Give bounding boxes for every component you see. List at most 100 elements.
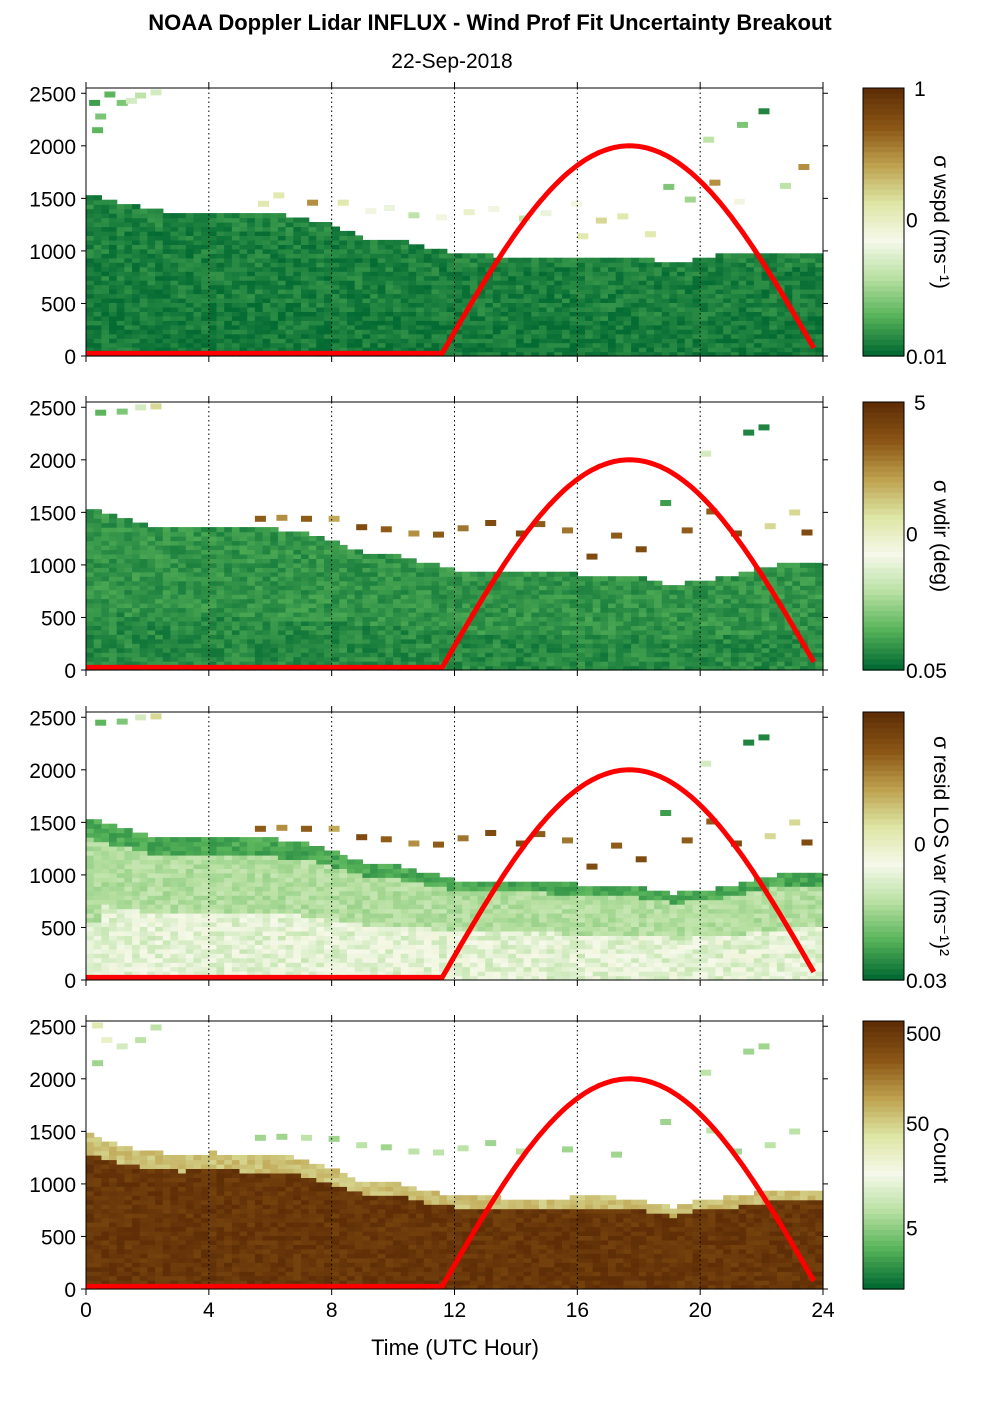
heatmap-cell [661, 280, 671, 286]
heatmap-cell [577, 266, 586, 272]
heatmap-cell [761, 311, 770, 317]
heatmap-cell [339, 576, 348, 582]
heatmap-cell [86, 589, 95, 595]
heatmap-cell [508, 638, 517, 644]
heatmap-cell [692, 594, 701, 600]
heatmap-cell [147, 661, 156, 667]
heatmap-cell [224, 625, 233, 631]
heatmap-cell [109, 235, 118, 241]
heatmap-cell [124, 338, 133, 344]
heatmap-cell [254, 262, 264, 268]
heatmap-cell [193, 230, 202, 236]
heatmap-cell [147, 598, 156, 604]
y-tick-label: 1000 [29, 241, 76, 264]
heatmap-cell [753, 607, 763, 613]
heatmap-cell [400, 248, 410, 254]
heatmap-cell [324, 576, 333, 582]
heatmap-cell [86, 625, 95, 631]
heatmap-cell [646, 647, 655, 653]
heatmap-cell [608, 297, 617, 303]
heatmap-cell [393, 253, 402, 259]
heatmap-cell [331, 585, 340, 591]
heatmap-cell [485, 620, 494, 626]
heatmap-cell [270, 549, 279, 555]
heatmap-cell [623, 284, 632, 290]
heatmap-cell [316, 536, 325, 542]
heatmap-cell [216, 567, 225, 573]
heatmap-cell [308, 571, 317, 577]
heatmap-cell [454, 647, 463, 653]
heatmap-cell [546, 266, 555, 272]
heatmap-cell [439, 311, 448, 317]
heatmap-cell [700, 275, 709, 281]
heatmap-cell [684, 603, 694, 609]
heatmap-cell [109, 536, 118, 542]
heatmap-cell [638, 347, 648, 353]
heatmap-cell [538, 289, 548, 295]
heatmap-cell [661, 271, 671, 277]
heatmap-cell [162, 647, 172, 653]
heatmap-cell [730, 652, 740, 658]
heatmap-cell [247, 594, 256, 600]
heatmap-cell [185, 558, 195, 564]
heatmap-cell [485, 289, 494, 295]
heatmap-cell [216, 656, 225, 662]
heatmap-cell [93, 509, 102, 515]
heatmap-cell [139, 333, 148, 339]
heatmap-cell [170, 333, 179, 339]
heatmap-cell [116, 616, 125, 622]
heatmap-cell [669, 280, 678, 286]
heatmap-cell [776, 306, 786, 312]
heatmap-cell [86, 342, 95, 348]
heatmap-cell [700, 661, 709, 667]
heatmap-cell [385, 580, 394, 586]
heatmap-cell [784, 271, 793, 277]
heatmap-cell [301, 253, 310, 259]
heatmap-cell [730, 625, 740, 631]
heatmap-cell [224, 239, 233, 245]
heatmap-block [365, 208, 377, 215]
heatmap-cell [277, 594, 287, 600]
heatmap-cell [807, 280, 816, 286]
heatmap-cell [124, 629, 133, 635]
heatmap-cell [661, 320, 671, 326]
heatmap-cell [638, 280, 648, 286]
heatmap-cell [231, 315, 241, 321]
heatmap-cell [592, 293, 601, 299]
heatmap-cell [116, 607, 125, 613]
heatmap-cell [761, 289, 770, 295]
heatmap-cell [86, 306, 95, 312]
heatmap-cell [331, 226, 340, 232]
heatmap-cell [254, 549, 264, 555]
heatmap-cell [324, 629, 333, 635]
heatmap-cell [308, 576, 317, 582]
heatmap-cell [753, 302, 763, 308]
heatmap-cell [247, 652, 256, 658]
heatmap-cell [377, 598, 386, 604]
heatmap-cell [208, 257, 218, 263]
heatmap-cell [231, 544, 241, 550]
heatmap-cell [201, 567, 210, 573]
heatmap-cell [308, 558, 317, 564]
heatmap-cell [623, 333, 632, 339]
heatmap-cell [746, 594, 755, 600]
heatmap-cell [277, 585, 287, 591]
heatmap-cell [608, 257, 617, 263]
heatmap-cell [669, 333, 678, 339]
heatmap-cell [377, 585, 386, 591]
heatmap-cell [677, 311, 686, 317]
heatmap-cell [746, 311, 755, 317]
heatmap-cell [538, 585, 548, 591]
heatmap-cell [562, 324, 571, 330]
heatmap-cell [231, 293, 241, 299]
heatmap-cell [707, 580, 717, 586]
heatmap-cell [109, 347, 118, 353]
heatmap-cell [132, 643, 141, 649]
heatmap-cell [585, 643, 594, 649]
heatmap-cell [769, 643, 778, 649]
heatmap-cell [462, 634, 471, 640]
heatmap-cell [738, 589, 747, 595]
heatmap-cell [162, 271, 172, 277]
heatmap-cell [538, 589, 548, 595]
heatmap-cell [132, 253, 141, 259]
